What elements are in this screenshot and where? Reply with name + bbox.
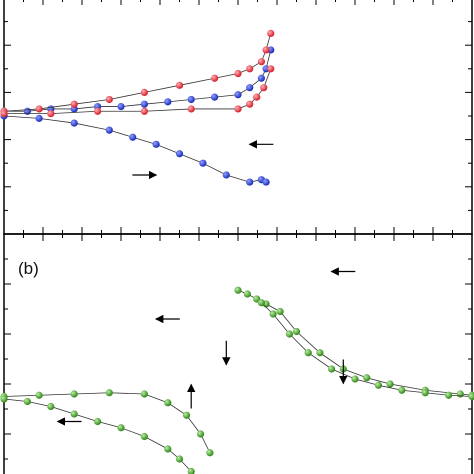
data-point-b-3-4 bbox=[328, 365, 336, 373]
data-point-a-0-10 bbox=[234, 91, 242, 99]
data-point-a-1-3 bbox=[105, 126, 113, 134]
data-point-b-3-2 bbox=[285, 330, 294, 338]
data-point-b-1-6 bbox=[140, 432, 148, 441]
data-point-b-2-0 bbox=[234, 286, 242, 294]
data-point-b-3-8 bbox=[421, 389, 429, 397]
data-point-b-2-5 bbox=[292, 327, 301, 336]
data-point-a-3-2 bbox=[94, 107, 102, 115]
data-point-a-2-9 bbox=[257, 58, 265, 66]
panel-a bbox=[0, 0, 473, 235]
data-point-a-1-8 bbox=[222, 171, 230, 179]
data-point-b-1-7 bbox=[164, 445, 172, 453]
data-point-b-1-5 bbox=[117, 424, 125, 432]
panel-a-ticks bbox=[4, 0, 472, 234]
panel-b-ticks bbox=[4, 234, 472, 460]
data-point-b-2-4 bbox=[276, 307, 284, 316]
data-point-a-3-4 bbox=[187, 105, 195, 113]
data-point-a-2-2 bbox=[70, 100, 78, 108]
data-point-b-0-7 bbox=[196, 430, 205, 438]
data-point-a-2-4 bbox=[140, 88, 148, 96]
panel-b-frame bbox=[3, 233, 473, 474]
data-point-a-1-9 bbox=[246, 178, 254, 186]
data-point-b-0-1 bbox=[35, 391, 43, 399]
data-point-b-2-9 bbox=[386, 380, 394, 388]
data-point-b-0-3 bbox=[105, 389, 113, 397]
series-line-b-3 bbox=[261, 302, 473, 397]
series-line-a-2 bbox=[3, 33, 272, 112]
data-point-b-3-5 bbox=[351, 375, 359, 383]
data-point-a-0-12 bbox=[257, 74, 265, 82]
data-point-b-1-9 bbox=[187, 467, 195, 474]
data-point-b-3-1 bbox=[269, 310, 277, 318]
series-line-b-0 bbox=[3, 392, 211, 453]
data-point-a-3-7 bbox=[253, 93, 261, 101]
data-point-a-0-6 bbox=[140, 100, 148, 108]
panel-b-data bbox=[0, 267, 474, 474]
data-point-a-3-6 bbox=[246, 100, 254, 108]
data-point-b-1-0 bbox=[0, 395, 8, 403]
data-point-b-2-1 bbox=[243, 290, 251, 298]
data-point-a-2-5 bbox=[175, 81, 184, 89]
panel-b-label: (b) bbox=[18, 259, 39, 278]
data-point-a-3-9 bbox=[267, 65, 275, 73]
data-point-a-0-9 bbox=[211, 93, 219, 101]
data-point-b-0-4 bbox=[140, 390, 148, 398]
data-point-b-3-3 bbox=[304, 349, 312, 357]
data-point-b-3-10 bbox=[468, 392, 474, 401]
data-point-a-1-2 bbox=[70, 119, 78, 127]
data-point-b-0-5 bbox=[164, 399, 172, 407]
data-point-b-2-8 bbox=[363, 374, 371, 382]
data-point-b-1-2 bbox=[47, 402, 55, 411]
data-point-a-1-6 bbox=[175, 150, 184, 158]
data-point-b-2-11 bbox=[456, 390, 464, 398]
data-point-a-1-1 bbox=[35, 114, 43, 122]
data-point-b-1-8 bbox=[175, 455, 184, 463]
data-point-a-2-6 bbox=[211, 74, 219, 82]
panel-a-frame bbox=[3, 0, 473, 235]
data-point-b-0-6 bbox=[182, 411, 191, 419]
data-point-b-3-9 bbox=[445, 391, 453, 399]
data-point-b-1-3 bbox=[70, 410, 78, 418]
data-point-a-2-1 bbox=[35, 105, 43, 113]
data-point-b-3-6 bbox=[374, 381, 382, 389]
data-point-a-2-7 bbox=[234, 69, 242, 78]
data-point-a-1-4 bbox=[129, 133, 137, 141]
data-point-a-3-3 bbox=[140, 107, 148, 115]
data-point-b-3-0 bbox=[257, 299, 265, 307]
data-point-b-0-2 bbox=[70, 390, 78, 398]
data-point-a-0-11 bbox=[246, 84, 254, 92]
data-point-a-3-5 bbox=[234, 105, 242, 113]
panel-a-data bbox=[0, 29, 275, 186]
panel-b: (b) bbox=[0, 233, 474, 474]
data-point-a-0-5 bbox=[117, 102, 125, 111]
data-point-a-1-7 bbox=[199, 159, 207, 167]
data-point-a-3-8 bbox=[260, 84, 268, 92]
data-point-b-1-1 bbox=[23, 397, 31, 406]
data-point-a-2-11 bbox=[267, 29, 275, 37]
data-point-b-3-7 bbox=[398, 386, 406, 394]
data-point-a-3-1 bbox=[47, 110, 55, 118]
data-point-b-2-6 bbox=[316, 349, 324, 357]
data-point-b-1-4 bbox=[94, 417, 102, 426]
data-point-a-0-8 bbox=[187, 95, 195, 104]
series-line-a-0 bbox=[4, 49, 272, 112]
data-point-a-1-5 bbox=[152, 140, 160, 148]
series-line-b-1 bbox=[3, 398, 192, 472]
data-point-a-2-10 bbox=[262, 46, 270, 54]
data-point-a-3-0 bbox=[0, 110, 8, 118]
data-point-a-1-11 bbox=[262, 178, 270, 186]
series-line-a-3 bbox=[4, 68, 272, 115]
data-point-a-2-3 bbox=[105, 95, 113, 104]
data-point-a-0-7 bbox=[164, 98, 172, 106]
data-point-a-2-8 bbox=[246, 65, 254, 73]
data-point-b-0-8 bbox=[206, 449, 214, 457]
